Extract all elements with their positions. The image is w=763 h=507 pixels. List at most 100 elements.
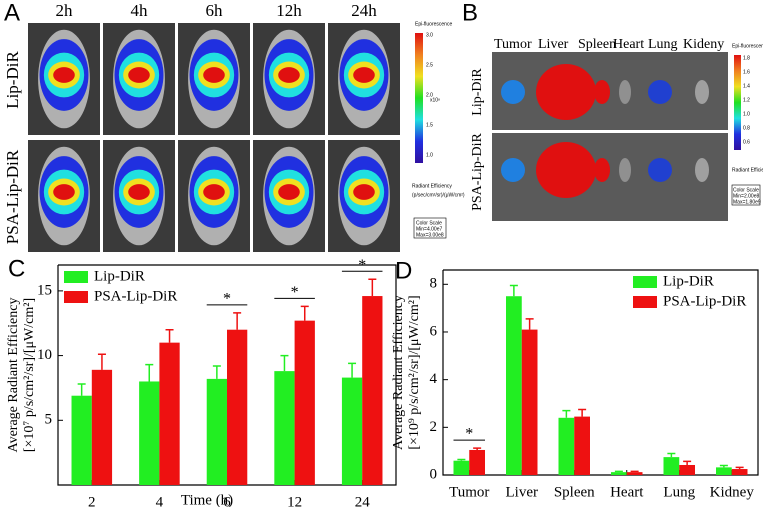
annotation: * (291, 284, 299, 301)
error-bar (77, 383, 86, 396)
bar (274, 371, 295, 485)
bar (341, 377, 363, 485)
error-bar (667, 452, 676, 458)
organ (695, 80, 709, 104)
image-tile (492, 133, 728, 221)
color-bar (734, 55, 741, 150)
error-bar (630, 470, 639, 473)
error-bar (719, 464, 728, 468)
scale-unit: x10⁸ (430, 97, 440, 103)
error-bar (578, 408, 587, 417)
organ-label: Lung (648, 37, 678, 52)
organ (594, 80, 610, 104)
scale-units: (p/sec/cm²/sr)/(μW/cm²) (412, 192, 465, 198)
bar (574, 416, 590, 475)
signal (353, 67, 375, 83)
legend-swatch (64, 291, 88, 303)
axes (442, 269, 759, 476)
time-label: 12h (276, 1, 302, 20)
bar (227, 329, 248, 485)
scale-label: Radiant Efficiency (412, 183, 452, 189)
scale-tick: 3.0 (426, 32, 433, 38)
error-bar (614, 470, 623, 473)
bar (139, 381, 160, 485)
legend-label: PSA-Lip-DiR (94, 288, 177, 304)
signal (128, 67, 150, 83)
bar (362, 296, 383, 485)
bar (159, 342, 180, 485)
organ-label: Heart (613, 37, 644, 52)
scale-box-text: Min=4.00e7 (416, 226, 442, 232)
row-label: Lip-DiR (3, 51, 22, 109)
signal (203, 67, 225, 83)
bar (626, 472, 643, 475)
error-bar (97, 353, 106, 370)
y-tick-label: 2 (430, 419, 438, 435)
bar (506, 296, 522, 475)
y-tick-label: 0 (430, 466, 438, 482)
scale-label: Radiant Efficiency (732, 167, 763, 173)
time-label: 6h (206, 1, 224, 20)
scale-tick: 2.0 (426, 92, 433, 98)
panel-label: D (395, 257, 412, 284)
organ (695, 158, 709, 182)
signal (278, 184, 300, 200)
y-tick-label: 15 (37, 282, 52, 298)
signal (53, 67, 75, 83)
error-bar (683, 460, 692, 465)
organ-label: Liver (538, 37, 569, 52)
x-tick-label: Heart (610, 484, 644, 500)
error-bar (348, 362, 357, 378)
scale-box (413, 217, 447, 239)
y-axis-label: [×10⁹ p/s/cm²/sr]/[μW/cm²] (407, 295, 422, 449)
error-bar (233, 312, 242, 330)
y-tick-label: 8 (430, 276, 438, 292)
scale-tick: 0.8 (743, 125, 750, 131)
bar (679, 464, 695, 475)
y-axis-label: Average Radiant Efficiency (391, 295, 406, 450)
bar (453, 460, 470, 475)
image-tile (492, 52, 728, 130)
time-label: 24h (351, 1, 377, 20)
scale-tick: 1.5 (426, 122, 433, 128)
scale-title: Epi-fluorescence (732, 43, 763, 49)
bar (521, 329, 538, 475)
bar (731, 469, 748, 475)
bar (611, 472, 627, 475)
y-tick-label: 5 (45, 412, 53, 428)
error-bar (562, 409, 571, 418)
scale-box-text: Color Scale (733, 187, 759, 193)
panel-label: B (462, 0, 478, 26)
error-bar (457, 458, 466, 461)
organ (536, 142, 596, 198)
error-bar (280, 354, 289, 372)
scale-tick: 0.6 (743, 139, 750, 145)
bar (294, 320, 315, 485)
scale-tick: 1.8 (743, 55, 750, 61)
time-label: 2h (56, 1, 74, 20)
x-tick-label: Lung (663, 484, 695, 500)
scale-tick: 2.5 (426, 62, 433, 68)
row-label: Lip-DiR (470, 68, 485, 116)
organ (501, 158, 525, 182)
color-bar (415, 33, 423, 163)
error-bar (300, 305, 309, 321)
bar (91, 369, 113, 485)
signal (203, 184, 225, 200)
bar (663, 457, 680, 475)
error-bar (735, 466, 744, 470)
bar (716, 467, 732, 475)
scale-tick: 1.4 (743, 83, 750, 89)
x-tick-label: 6 (223, 494, 231, 507)
x-tick-label: Spleen (554, 484, 595, 500)
signal (53, 184, 75, 200)
organ-label: Tumor (494, 37, 532, 52)
organ (648, 158, 672, 182)
error-bar (145, 363, 154, 382)
panel-label: A (4, 0, 20, 26)
bar (71, 395, 92, 485)
organ (594, 158, 610, 182)
y-axis-label: [×10⁷ p/s/cm²/sr]/[μW/cm²] (22, 298, 37, 452)
